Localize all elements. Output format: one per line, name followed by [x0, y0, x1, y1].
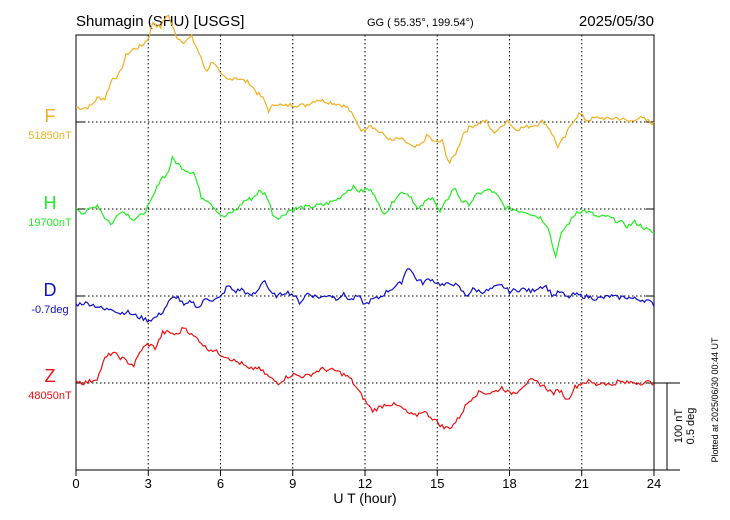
component-label-f: F: [45, 106, 56, 126]
x-axis-ticks: 0 3 6 9 12 15 18 21 24: [72, 470, 661, 491]
x-tick-label-21: 21: [575, 476, 589, 491]
component-label-h: H: [44, 193, 57, 213]
trace-d: [75, 268, 655, 323]
x-tick-label-9: 9: [289, 476, 296, 491]
x-tick-label-6: 6: [217, 476, 224, 491]
x-tick-label-3: 3: [145, 476, 152, 491]
scale-bar-nt-label: 100 nT: [673, 409, 685, 444]
scale-bar: 100 nT 0.5 deg: [654, 382, 697, 471]
x-tick-label-12: 12: [358, 476, 372, 491]
station-title: Shumagin (SHU) [USGS]: [76, 13, 244, 30]
trace-h: [75, 154, 655, 260]
baseline-value-f: 51850nT: [28, 130, 72, 142]
plotted-timestamp: Plotted at 2025/06/30 00:44 UT: [710, 337, 720, 463]
component-label-z: Z: [45, 366, 56, 386]
plot-date: 2025/05/30: [579, 13, 654, 30]
x-axis-label: U T (hour): [333, 490, 396, 506]
baseline-value-h: 19700nT: [28, 217, 72, 229]
scale-bar-deg-label: 0.5 deg: [685, 408, 697, 445]
component-label-d: D: [44, 280, 57, 300]
vertical-grid: [147, 35, 583, 470]
trace-z: [75, 326, 655, 430]
x-tick-label-0: 0: [72, 476, 79, 491]
baseline-value-d: -0.7deg: [31, 304, 68, 316]
x-tick-label-18: 18: [502, 476, 516, 491]
station-coordinates: GG ( 55.35°, 199.54°): [367, 17, 474, 29]
baseline-value-z: 48050nT: [28, 390, 72, 402]
x-tick-label-24: 24: [647, 476, 661, 491]
component-traces: [75, 14, 655, 430]
trace-f: [75, 14, 655, 165]
x-tick-label-15: 15: [430, 476, 444, 491]
